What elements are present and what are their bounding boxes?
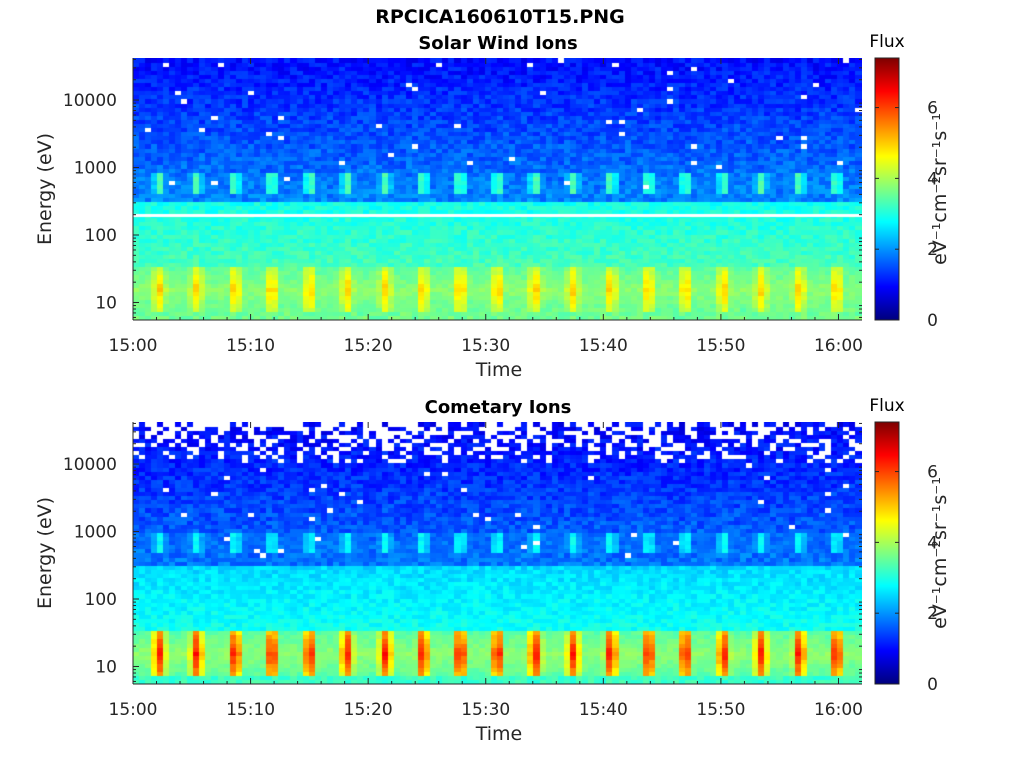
y-axis-label: Energy (eV) — [34, 497, 56, 609]
colorbar-label: eV⁻¹cm⁻²sr⁻¹s⁻¹ — [929, 477, 951, 629]
x-tick-label: 15:20 — [344, 336, 393, 356]
colorbar-title: Flux — [869, 396, 904, 416]
x-tick-label: 15:00 — [109, 700, 158, 720]
x-tick-label: 15:20 — [344, 700, 393, 720]
panel-title: Solar Wind Ions — [418, 33, 577, 54]
colorbar-title: Flux — [869, 32, 904, 52]
y-tick-label: 10 — [95, 657, 117, 677]
x-tick-label: 16:00 — [814, 336, 863, 356]
colorbar-frame — [874, 57, 900, 321]
solar-wind-ions-panel: Solar Wind Ions Flux Time Energy (eV) eV… — [34, 32, 951, 381]
x-axis-label: Time — [475, 359, 523, 381]
y-tick-label: 100 — [85, 226, 117, 246]
panel-title: Cometary Ions — [425, 397, 572, 418]
y-tick-label: 100 — [85, 590, 117, 610]
colorbar-label: eV⁻¹cm⁻²sr⁻¹s⁻¹ — [929, 113, 951, 265]
x-tick-label: 15:50 — [696, 700, 745, 720]
x-tick-label: 15:30 — [461, 336, 510, 356]
colorbar-tick-label: 2 — [927, 604, 938, 624]
y-tick-label: 10000 — [63, 91, 117, 111]
x-tick-label: 15:40 — [579, 700, 628, 720]
colorbar-tick-label: 6 — [927, 99, 938, 119]
colorbar-tick-label: 0 — [927, 675, 938, 695]
y-tick-label: 1000 — [74, 159, 117, 179]
y-axis-label: Energy (eV) — [34, 133, 56, 245]
colorbar-tick-label: 0 — [927, 311, 938, 331]
x-tick-label: 15:00 — [109, 336, 158, 356]
y-tick-label: 10 — [95, 293, 117, 313]
x-axis-label: Time — [475, 723, 523, 745]
y-tick-label: 10000 — [63, 455, 117, 475]
x-tick-label: 15:50 — [696, 336, 745, 356]
figure-title: RPCICA160610T15.PNG — [375, 6, 625, 28]
cometary-colorbar — [875, 422, 899, 684]
colorbar-frame — [874, 421, 900, 685]
colorbar-tick-label: 2 — [927, 240, 938, 260]
colorbar-tick-label: 4 — [927, 169, 938, 189]
colorbar-tick-label: 6 — [927, 463, 938, 483]
cometary-axes: Cometary Ions Flux Time Energy (eV) eV⁻¹… — [34, 396, 951, 745]
cometary-ions-panel: Cometary Ions Flux Time Energy (eV) eV⁻¹… — [0, 364, 1024, 748]
solar-wind-colorbar — [875, 58, 899, 320]
x-tick-label: 15:10 — [226, 336, 275, 356]
colorbar-tick-label: 4 — [927, 533, 938, 553]
cometary-spectrogram — [133, 422, 862, 684]
x-tick-label: 16:00 — [814, 700, 863, 720]
y-tick-label: 1000 — [74, 523, 117, 543]
x-tick-label: 15:40 — [579, 336, 628, 356]
solar-wind-spectrogram — [133, 58, 862, 320]
solar-wind-axes: Solar Wind Ions Flux Time Energy (eV) eV… — [34, 32, 951, 381]
x-tick-label: 15:30 — [461, 700, 510, 720]
x-tick-label: 15:10 — [226, 700, 275, 720]
